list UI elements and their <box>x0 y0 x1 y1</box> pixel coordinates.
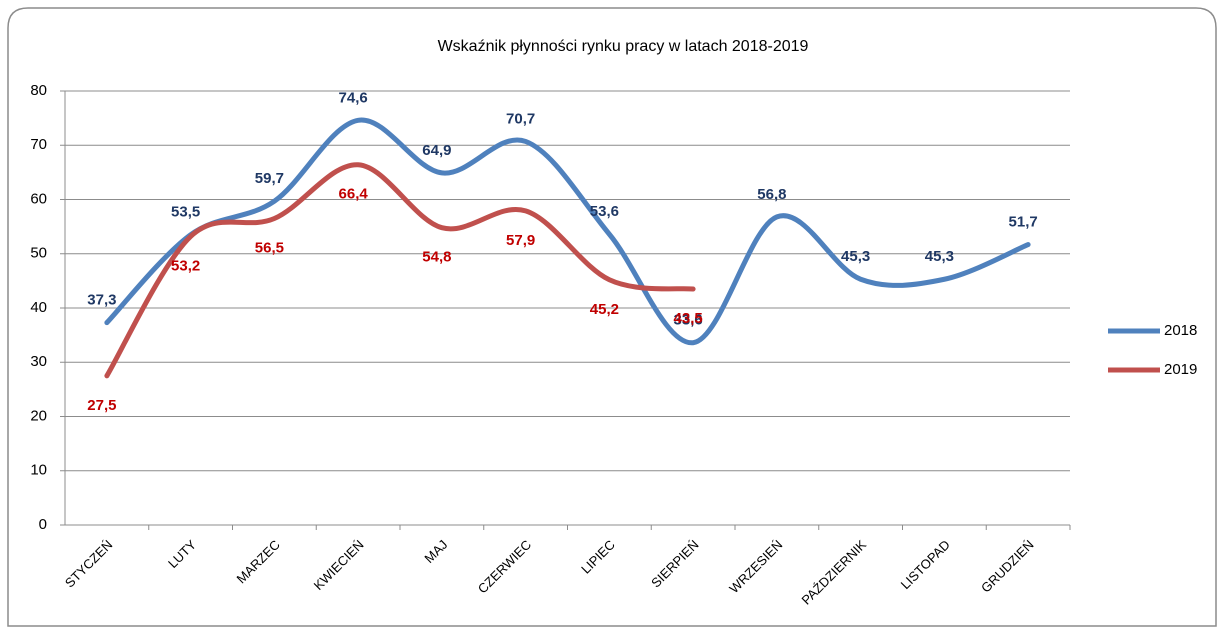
data-label: 45,2 <box>590 301 619 318</box>
data-label: 57,9 <box>506 232 535 249</box>
data-label: 70,7 <box>506 110 535 127</box>
y-tick-label: 80 <box>30 82 47 99</box>
y-tick-label: 0 <box>39 516 47 533</box>
data-label: 74,6 <box>339 89 368 106</box>
y-tick-label: 40 <box>30 299 47 316</box>
data-label: 43,5 <box>674 310 703 327</box>
data-label: 33,6 <box>674 312 703 329</box>
data-label: 56,5 <box>255 239 284 256</box>
legend-label: 2018 <box>1164 322 1197 339</box>
data-label: 64,9 <box>422 142 451 159</box>
data-label: 37,3 <box>87 292 116 309</box>
data-label: 45,3 <box>925 248 954 265</box>
legend-label: 2019 <box>1164 361 1197 378</box>
data-label: 45,3 <box>841 248 870 265</box>
data-label: 56,8 <box>757 186 786 203</box>
y-tick-label: 20 <box>30 407 47 424</box>
data-label: 59,7 <box>255 170 284 187</box>
y-tick-label: 60 <box>30 190 47 207</box>
data-label: 53,5 <box>171 204 200 221</box>
data-label: 51,7 <box>1009 213 1038 230</box>
chart-title: Wskaźnik płynności rynku pracy w latach … <box>438 38 809 55</box>
y-tick-label: 10 <box>30 462 47 479</box>
series-line <box>104 117 1031 346</box>
data-label: 53,6 <box>590 203 619 220</box>
y-tick-label: 50 <box>30 245 47 262</box>
y-tick-label: 70 <box>30 136 47 153</box>
data-label: 66,4 <box>339 186 369 203</box>
data-label: 54,8 <box>422 249 451 266</box>
series-line <box>104 162 696 379</box>
y-tick-label: 30 <box>30 353 47 370</box>
data-label: 27,5 <box>87 397 116 414</box>
data-label: 53,2 <box>171 257 200 274</box>
